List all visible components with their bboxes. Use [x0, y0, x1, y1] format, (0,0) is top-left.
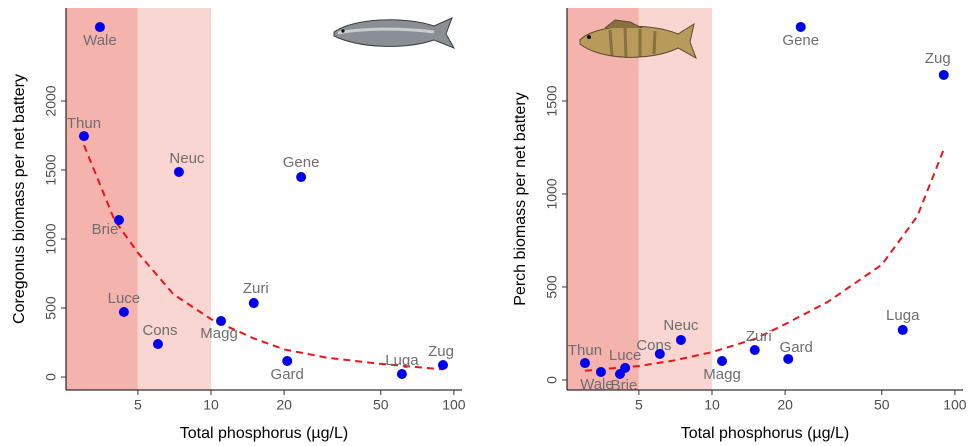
point-label: Gene	[283, 154, 320, 171]
y-tick-label: 500	[43, 296, 59, 320]
point-label: Thun	[568, 342, 602, 359]
data-point	[248, 298, 259, 309]
y-tick-label: 0	[544, 376, 560, 384]
y-axis-label: Perch biomass per net battery	[512, 92, 529, 305]
point-label: Neuc	[169, 150, 205, 167]
y-tick-label: 1000	[544, 178, 560, 209]
perch-icon	[579, 19, 697, 60]
data-point	[717, 355, 728, 366]
y-tick-label: 0	[43, 373, 59, 381]
point-label: Luga	[385, 352, 419, 369]
point-label: Brie	[92, 221, 119, 238]
y-axis-label: Coregonus biomass per net battery	[11, 74, 28, 324]
x-tick-label: 100	[943, 397, 967, 413]
point-label: Cons	[636, 337, 671, 354]
whitefish-icon	[333, 17, 456, 49]
threshold-band	[638, 8, 712, 390]
data-point	[654, 348, 665, 359]
y-tick-label: 1500	[544, 85, 560, 116]
y-tick-label: 2000	[43, 85, 59, 116]
point-label: Brie	[611, 377, 638, 394]
point-label: Zug	[428, 343, 454, 360]
y-tick-label: 1500	[43, 154, 59, 185]
x-tick-label: 10	[203, 397, 219, 413]
data-point	[438, 360, 449, 371]
x-axis-label: Total phosphorus (µg/L)	[681, 425, 849, 442]
threshold-band	[66, 8, 138, 390]
threshold-band	[137, 8, 211, 390]
data-point	[78, 131, 89, 142]
point-label: Magg	[200, 325, 238, 342]
point-label: Zug	[925, 50, 951, 67]
y-tick-label: 1000	[43, 223, 59, 254]
point-label: Gard	[780, 339, 813, 356]
point-label: Wale	[83, 32, 117, 49]
x-tick-label: 20	[777, 397, 793, 413]
point-label: Gene	[782, 32, 819, 49]
y-tick-label: 500	[544, 275, 560, 299]
point-label: Zuri	[746, 328, 772, 345]
data-point	[216, 315, 227, 326]
data-point	[152, 339, 163, 350]
data-point	[296, 172, 307, 183]
x-tick-label: 50	[874, 397, 890, 413]
data-point	[897, 324, 908, 335]
point-label: Cons	[142, 322, 177, 339]
point-label: Zuri	[243, 280, 269, 297]
fit-curve	[83, 144, 443, 371]
point-label: Neuc	[663, 317, 699, 334]
point-label: Luce	[108, 290, 141, 307]
data-point	[938, 69, 949, 80]
x-tick-label: 50	[373, 397, 389, 413]
data-point	[118, 307, 129, 318]
threshold-band	[567, 8, 639, 390]
point-label: Thun	[67, 115, 101, 132]
data-point	[749, 345, 760, 356]
data-point	[173, 166, 184, 177]
data-point	[675, 334, 686, 345]
data-point	[396, 368, 407, 379]
data-point	[783, 353, 794, 364]
data-point	[595, 366, 606, 377]
point-label: Luga	[886, 307, 920, 324]
x-tick-label: 5	[134, 397, 142, 413]
point-label: Gard	[271, 366, 304, 383]
data-point	[579, 358, 590, 369]
x-tick-label: 10	[704, 397, 720, 413]
point-label: Wale	[580, 376, 614, 393]
data-point	[113, 214, 124, 225]
data-point	[614, 369, 625, 380]
data-point	[94, 22, 105, 33]
point-label: Magg	[703, 366, 741, 383]
x-axis-label: Total phosphorus (µg/L)	[180, 425, 348, 442]
x-tick-label: 5	[635, 397, 643, 413]
fit-curve	[584, 148, 945, 372]
point-label: Luce	[609, 347, 642, 364]
data-point	[282, 356, 293, 367]
x-tick-label: 20	[276, 397, 292, 413]
data-point	[795, 21, 806, 32]
x-tick-label: 100	[442, 397, 466, 413]
